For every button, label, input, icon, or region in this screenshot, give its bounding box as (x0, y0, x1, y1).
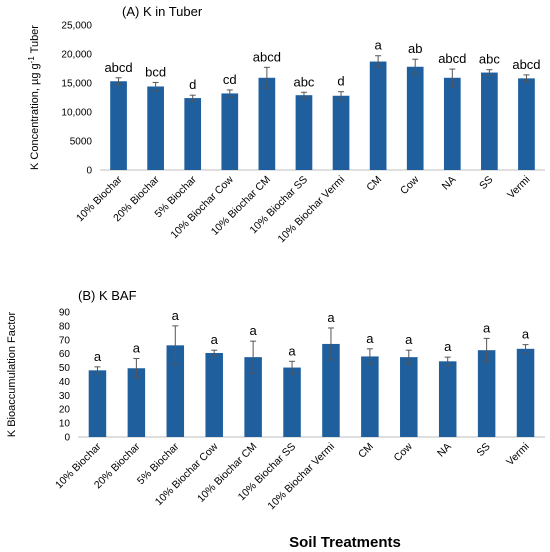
bar (481, 72, 498, 170)
y-tick-label: 15,000 (61, 79, 92, 90)
category-label: Vermi (504, 441, 531, 468)
y-tick-label: 80 (59, 321, 71, 332)
bar (244, 357, 262, 437)
significance-letter: a (133, 341, 141, 356)
y-tick-label: 70 (59, 335, 71, 346)
category-label: Cow (392, 440, 416, 464)
significance-letter: abcd (438, 51, 466, 66)
bar (221, 93, 239, 170)
panel-b-k-baf: (B) K BAF K Bioaccumulation Factor 0 10 20 30… (6, 288, 545, 512)
category-label: 10% Biochar Vermi (265, 441, 337, 513)
significance-letter: a (94, 349, 102, 364)
significance-letter: cd (223, 72, 237, 87)
y-tick-label: 50 (59, 363, 71, 374)
y-tick-label: 0 (64, 433, 70, 444)
y-tick-label: 20 (59, 405, 71, 416)
bar (516, 348, 535, 437)
bar (361, 356, 379, 437)
bar (283, 367, 301, 437)
panel-a-k-in-tuber: (A) K in Tuber K Concentration, µg g-1 Tu… (27, 4, 545, 245)
y-tick-label: 10 (59, 419, 71, 430)
bar (369, 61, 387, 170)
y-tick-label: 0 (86, 166, 92, 177)
y-tick-label: 90 (59, 308, 71, 319)
bar (322, 343, 340, 437)
significance-letter: abc (479, 52, 500, 67)
bar (438, 361, 457, 437)
panel-title: (B) K BAF (78, 288, 137, 303)
significance-letter: d (189, 77, 196, 92)
bar (332, 95, 350, 170)
bar (295, 95, 313, 170)
y-tick-label: 5000 (70, 137, 93, 148)
category-label: SS (477, 174, 495, 192)
category-label: CM (364, 174, 384, 194)
significance-letter: a (366, 331, 374, 346)
bar (477, 350, 496, 437)
significance-letter: a (375, 38, 383, 53)
bar (258, 77, 276, 170)
significance-letter: a (327, 310, 335, 325)
bar (184, 98, 202, 170)
category-label: 10% Biochar Vermi (276, 174, 348, 246)
category-label: NA (435, 441, 454, 460)
y-axis-label-tail: Tuber (29, 25, 41, 57)
y-tick-label: 60 (59, 349, 71, 360)
significance-letter: abcd (104, 60, 132, 75)
y-axis-label: K Bioaccumulation Factor (6, 312, 18, 438)
bar (518, 78, 535, 170)
y-tick-label: 40 (59, 377, 71, 388)
bar (400, 357, 418, 437)
bar (443, 77, 461, 170)
category-label: NA (440, 174, 459, 193)
significance-letter: a (250, 323, 258, 338)
panel-title: (A) K in Tuber (122, 4, 203, 19)
category-label: Cow (398, 173, 422, 197)
bar (110, 81, 127, 170)
y-axis-label: K Concentration, µg g-1 Tuber (27, 25, 41, 170)
y-tick-label: 10,000 (61, 108, 92, 119)
significance-letter: abc (293, 74, 314, 89)
y-axis-label-sup: -1 (27, 56, 36, 64)
significance-letter: a (522, 327, 530, 342)
category-label: 10% Biochar Cow (168, 173, 236, 241)
bar (127, 368, 146, 437)
significance-letter: a (288, 343, 296, 358)
bar (205, 352, 223, 437)
y-axis-label-main: K Bioaccumulation Factor (6, 312, 18, 438)
significance-letter: abcd (253, 49, 281, 64)
bar (147, 86, 164, 170)
x-axis-title: Soil Treatments (289, 534, 401, 551)
significance-letter: d (337, 74, 344, 89)
significance-letter: a (483, 320, 491, 335)
y-tick-label: 20,000 (61, 50, 92, 61)
y-axis-label-main: K Concentration, µg g (29, 63, 41, 170)
significance-letter: bcd (145, 64, 166, 79)
significance-letter: a (444, 339, 452, 354)
category-label: Vermi (505, 174, 532, 201)
significance-letter: a (405, 332, 413, 347)
y-tick-label: 30 (59, 391, 71, 402)
significance-letter: abcd (512, 57, 540, 72)
significance-letter: a (211, 332, 219, 347)
significance-letter: ab (408, 41, 422, 56)
category-label: CM (356, 441, 376, 461)
y-tick-label: 25,000 (61, 21, 92, 32)
significance-letter: a (172, 308, 180, 323)
bar (166, 345, 185, 437)
category-label: SS (474, 441, 492, 459)
bar (406, 66, 424, 170)
bar (88, 370, 107, 437)
